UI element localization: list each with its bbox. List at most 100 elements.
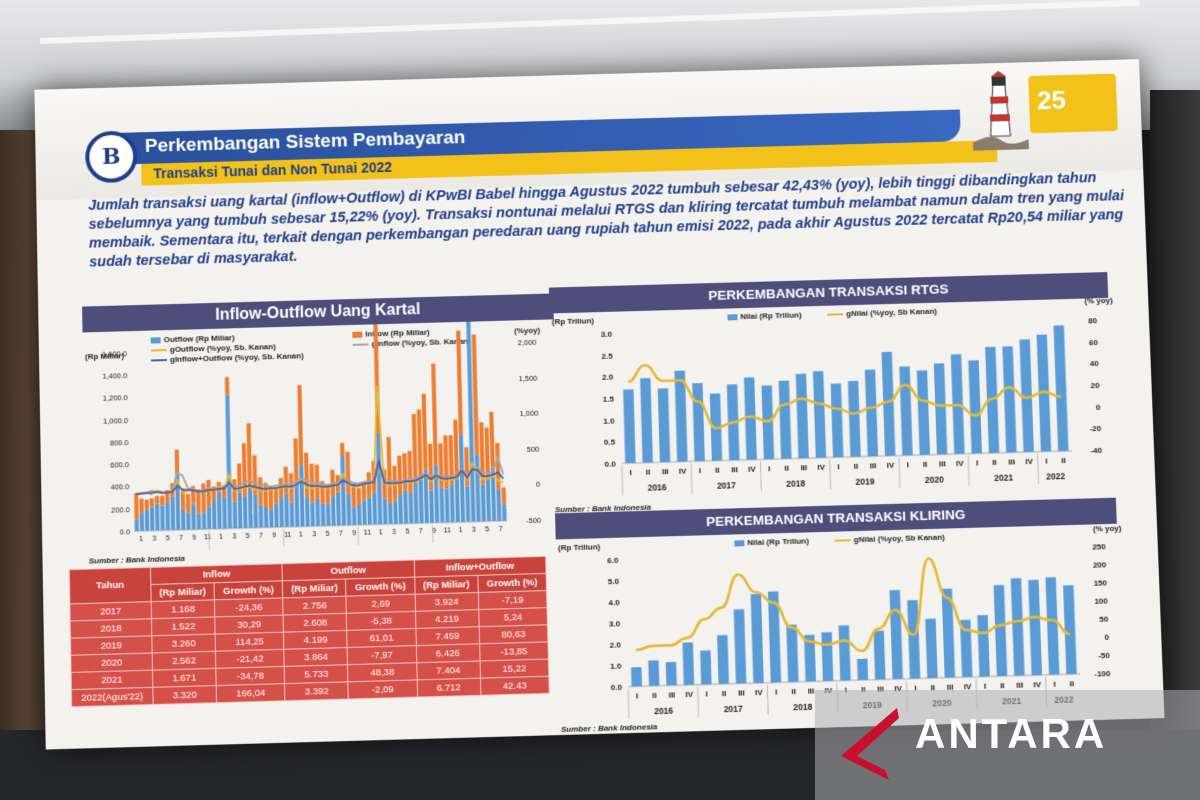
kliring-quarter-label: IV bbox=[685, 690, 694, 699]
kartal-y2-tick: 1,500 bbox=[518, 373, 537, 383]
kartal-outflow-bar bbox=[274, 504, 279, 528]
kartal-inflow-bar bbox=[293, 438, 298, 484]
rtgs-value-bar bbox=[692, 383, 705, 461]
kartal-outflow-bar bbox=[393, 500, 398, 524]
kliring-value-bar bbox=[631, 667, 642, 686]
rtgs-value-bar bbox=[658, 388, 671, 462]
kartal-inflow-bar bbox=[386, 437, 392, 504]
table-subheader-growth: Growth (%) bbox=[478, 573, 547, 592]
kliring-y2-tick: 200 bbox=[1093, 560, 1107, 569]
kartal-inflow-bar bbox=[201, 483, 206, 512]
kartal-month-label: 1 bbox=[459, 527, 463, 534]
kartal-source: Sumber : Bank Indonesia bbox=[89, 554, 185, 566]
kartal-month-label: 5 bbox=[166, 535, 170, 542]
antara-watermark: ANTARA bbox=[815, 690, 1200, 800]
kartal-inflow-bar bbox=[453, 420, 459, 478]
kartal-outflow-bar bbox=[181, 510, 186, 530]
rtgs-value-bar bbox=[934, 363, 948, 454]
kartal-month-label: 9 bbox=[272, 532, 276, 539]
kartal-outflow-bar bbox=[429, 490, 434, 522]
kartal-outflow-bar bbox=[502, 504, 507, 521]
rtgs-value-bar bbox=[796, 374, 809, 459]
kliring-quarter-label: I bbox=[636, 691, 638, 700]
kartal-month-label: 1 bbox=[299, 531, 303, 538]
kartal-month-label: 1 bbox=[219, 534, 223, 541]
rtgs-y2-tick: 0 bbox=[1096, 403, 1101, 412]
kartal-outflow-bar bbox=[165, 502, 170, 530]
slide-title: Perkembangan Sistem Pembayaran bbox=[145, 127, 466, 158]
kliring-value-bar bbox=[873, 631, 885, 680]
table-cell: 5.733 bbox=[284, 665, 348, 684]
table-cell: -13,85 bbox=[479, 642, 548, 661]
rtgs-y2-tick: 60 bbox=[1089, 338, 1099, 347]
rtgs-year-divider bbox=[1037, 454, 1038, 484]
kliring-y-tick: 1.0 bbox=[610, 661, 622, 670]
kartal-outflow-bar bbox=[336, 492, 341, 526]
rtgs-year-divider bbox=[830, 460, 831, 490]
kartal-month-label: 11 bbox=[204, 534, 212, 541]
table-subheader-rp: (Rp Miliar) bbox=[414, 575, 478, 594]
table-cell: -21,42 bbox=[216, 649, 285, 668]
rtgs-y-tick: 0.0 bbox=[605, 459, 617, 468]
kartal-inflow-bar bbox=[412, 414, 418, 484]
kliring-value-bar bbox=[839, 625, 851, 680]
kartal-outflow-bar bbox=[155, 504, 160, 531]
kartal-inflow-bar bbox=[345, 451, 350, 493]
kartal-outflow-bar bbox=[326, 504, 331, 525]
kartal-month-label: 7 bbox=[499, 526, 503, 533]
rtgs-value-bar bbox=[1002, 346, 1016, 452]
table-cell: 7.404 bbox=[416, 661, 480, 680]
kartal-month-label: 11 bbox=[364, 530, 372, 537]
kartal-inflow-bar bbox=[206, 480, 211, 507]
kartal-outflow-bar bbox=[496, 490, 501, 521]
kartal-month-label: 1 bbox=[379, 529, 383, 536]
kartal-inflow-bar bbox=[407, 451, 412, 493]
kartal-year-label: 2022 bbox=[462, 541, 479, 551]
kartal-year-divider bbox=[358, 527, 359, 553]
kartal-inflow-bar bbox=[225, 377, 230, 395]
kartal-month-label: 9 bbox=[192, 534, 196, 541]
table-cell: 61,01 bbox=[347, 628, 416, 647]
rtgs-quarter-label: II bbox=[715, 466, 720, 475]
rtgs-year-label: 2016 bbox=[648, 482, 668, 493]
kartal-outflow-bar bbox=[455, 477, 460, 522]
kliring-quarter-label: III bbox=[1016, 681, 1023, 690]
table-cell: 1.671 bbox=[152, 668, 216, 687]
rtgs-quarter-label: IV bbox=[817, 463, 826, 472]
kliring-y2-tick: 100 bbox=[1094, 596, 1108, 605]
kartal-month-label: 5 bbox=[246, 533, 250, 540]
kartal-outflow-bar bbox=[238, 492, 243, 528]
slide-subtitle: Transaksi Tunai dan Non Tunai 2022 bbox=[153, 159, 392, 181]
kartal-month-label: 11 bbox=[444, 527, 452, 534]
kartal-chart: 0.0200.0400.0600.0800.01,000.01,200.01,4… bbox=[83, 319, 558, 552]
rtgs-year-divider bbox=[760, 461, 761, 491]
kartal-inflow-bar bbox=[304, 453, 309, 498]
kartal-outflow-bar bbox=[135, 520, 139, 531]
kartal-outflow-bar bbox=[197, 514, 201, 530]
kartal-month-label: 9 bbox=[352, 530, 356, 537]
kartal-outflow-bar bbox=[450, 484, 455, 522]
kartal-outflow-bar bbox=[398, 495, 403, 524]
kartal-inflow-bar bbox=[297, 385, 303, 465]
kliring-value-bar bbox=[786, 625, 798, 682]
kliring-quarter-label: II bbox=[722, 689, 727, 698]
kartal-outflow-bar bbox=[233, 501, 238, 528]
table-subheader-rp: (Rp Miliar) bbox=[283, 579, 347, 598]
kliring-value-bar bbox=[648, 660, 659, 686]
table-cell: 3.864 bbox=[284, 648, 348, 667]
antara-logo-icon bbox=[827, 704, 907, 784]
kartal-outflow-bar bbox=[186, 513, 190, 530]
rtgs-value-bar bbox=[623, 389, 635, 463]
rtgs-value-bar bbox=[899, 366, 912, 455]
rtgs-y-tick: 3.0 bbox=[601, 330, 613, 339]
rtgs-quarter-label: I bbox=[907, 460, 910, 469]
kartal-outflow-bar bbox=[413, 484, 418, 523]
kliring-quarter-label: I bbox=[705, 689, 708, 698]
kliring-quarter-label: II bbox=[1070, 679, 1075, 688]
kartal-year-label: 2018 bbox=[164, 549, 181, 553]
kliring-value-bar bbox=[751, 594, 764, 683]
rtgs-year-label: 2017 bbox=[717, 480, 737, 491]
kartal-inflow-bar bbox=[489, 412, 495, 468]
rtgs-year-label: 2021 bbox=[994, 472, 1014, 483]
table-cell: 2.756 bbox=[283, 596, 347, 615]
